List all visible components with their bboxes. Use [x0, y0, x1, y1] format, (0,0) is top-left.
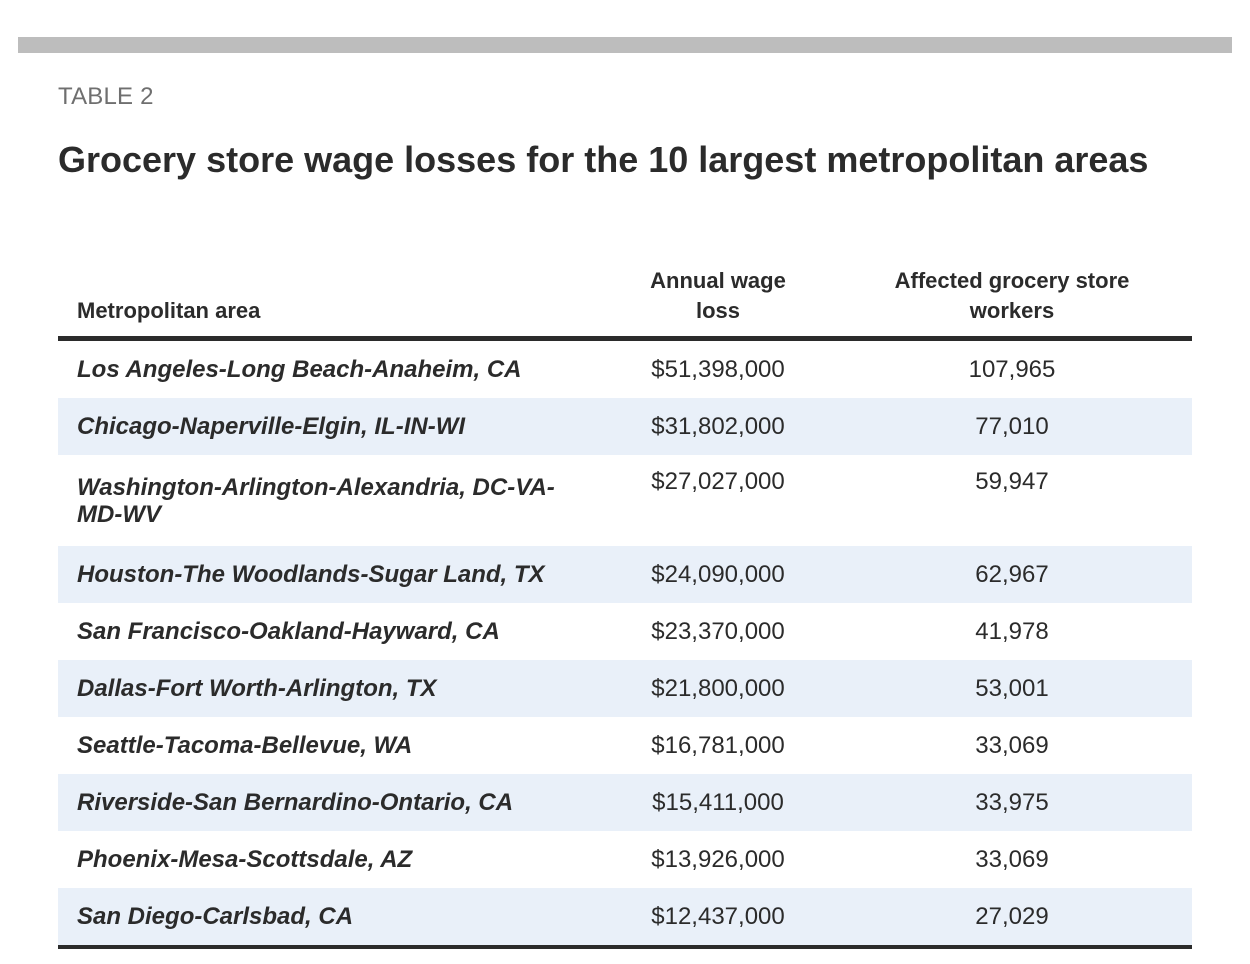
- row-annual-wage-loss: $31,802,000: [604, 398, 832, 455]
- table-body: Los Angeles-Long Beach-Anaheim, CA $51,3…: [58, 339, 1192, 949]
- table-row: Los Angeles-Long Beach-Anaheim, CA $51,3…: [58, 339, 1192, 399]
- table-row: San Francisco-Oakland-Hayward, CA $23,37…: [58, 603, 1192, 660]
- row-metropolitan-area: Los Angeles-Long Beach-Anaheim, CA: [77, 356, 522, 383]
- row-affected-workers: 107,965: [968, 356, 1056, 383]
- row-annual-wage-loss: $23,370,000: [651, 618, 785, 645]
- row-annual-wage-loss: $16,781,000: [651, 732, 785, 759]
- row-annual-wage-loss: $24,090,000: [604, 546, 832, 603]
- row-annual-wage-loss: $51,398,000: [651, 356, 785, 383]
- row-metropolitan-area: Dallas-Fort Worth-Arlington, TX: [58, 660, 604, 717]
- row-affected-workers: 62,967: [832, 546, 1192, 603]
- row-annual-wage-loss: $15,411,000: [604, 774, 832, 831]
- column-header-wage-loss-line2: loss: [695, 298, 741, 323]
- row-annual-wage-loss: $12,437,000: [604, 888, 832, 949]
- row-affected-workers: 59,947: [975, 468, 1049, 495]
- column-header-workers-line2: workers: [969, 298, 1055, 323]
- table-row: San Diego-Carlsbad, CA $12,437,000 27,02…: [58, 888, 1192, 949]
- row-annual-wage-loss: $27,027,000: [651, 468, 785, 495]
- header-row: Metropolitan area Annual wage loss Affec…: [58, 250, 1192, 341]
- row-affected-workers: 33,069: [975, 846, 1049, 873]
- top-bar: [18, 37, 1232, 53]
- table-row: Riverside-San Bernardino-Ontario, CA $15…: [58, 774, 1192, 831]
- table-row: Seattle-Tacoma-Bellevue, WA $16,781,000 …: [58, 717, 1192, 774]
- column-header-wage-loss-line1: Annual wage: [650, 268, 786, 293]
- row-affected-workers: 33,975: [832, 774, 1192, 831]
- table-header: Metropolitan area Annual wage loss Affec…: [58, 250, 1192, 341]
- row-metropolitan-area: Riverside-San Bernardino-Ontario, CA: [58, 774, 604, 831]
- column-header-annual-wage-loss: Annual wage loss: [604, 250, 832, 341]
- row-metropolitan-area: Houston-The Woodlands-Sugar Land, TX: [58, 546, 604, 603]
- data-table: Metropolitan area Annual wage loss Affec…: [58, 250, 1192, 949]
- row-metropolitan-area: Seattle-Tacoma-Bellevue, WA: [77, 732, 413, 759]
- row-metropolitan-area: San Diego-Carlsbad, CA: [58, 888, 604, 949]
- column-header-area-label: Metropolitan area: [77, 298, 261, 323]
- table-row: Chicago-Naperville-Elgin, IL-IN-WI $31,8…: [58, 398, 1192, 455]
- column-header-workers-line1: Affected grocery store: [894, 268, 1130, 293]
- table-row: Phoenix-Mesa-Scottsdale, AZ $13,926,000 …: [58, 831, 1192, 888]
- row-metropolitan-area: San Francisco-Oakland-Hayward, CA: [77, 618, 500, 645]
- row-metropolitan-area: Phoenix-Mesa-Scottsdale, AZ: [77, 846, 413, 873]
- row-affected-workers: 53,001: [832, 660, 1192, 717]
- row-annual-wage-loss: $21,800,000: [604, 660, 832, 717]
- table-title: Grocery store wage losses for the 10 lar…: [58, 139, 1149, 180]
- row-annual-wage-loss: $13,926,000: [651, 846, 785, 873]
- row-affected-workers: 27,029: [832, 888, 1192, 949]
- row-affected-workers: 33,069: [975, 732, 1049, 759]
- table-row: Houston-The Woodlands-Sugar Land, TX $24…: [58, 546, 1192, 603]
- table-row: Dallas-Fort Worth-Arlington, TX $21,800,…: [58, 660, 1192, 717]
- row-metropolitan-area: Chicago-Naperville-Elgin, IL-IN-WI: [58, 398, 604, 455]
- table-row: Washington-Arlington-Alexandria, DC-VA-M…: [58, 455, 1192, 546]
- row-affected-workers: 41,978: [975, 618, 1049, 645]
- table-label: TABLE 2: [58, 83, 154, 110]
- row-affected-workers: 77,010: [832, 398, 1192, 455]
- column-header-affected-workers: Affected grocery store workers: [832, 250, 1192, 341]
- row-metropolitan-area: Washington-Arlington-Alexandria, DC-VA-M…: [77, 473, 555, 528]
- column-header-metropolitan-area: Metropolitan area: [58, 250, 604, 341]
